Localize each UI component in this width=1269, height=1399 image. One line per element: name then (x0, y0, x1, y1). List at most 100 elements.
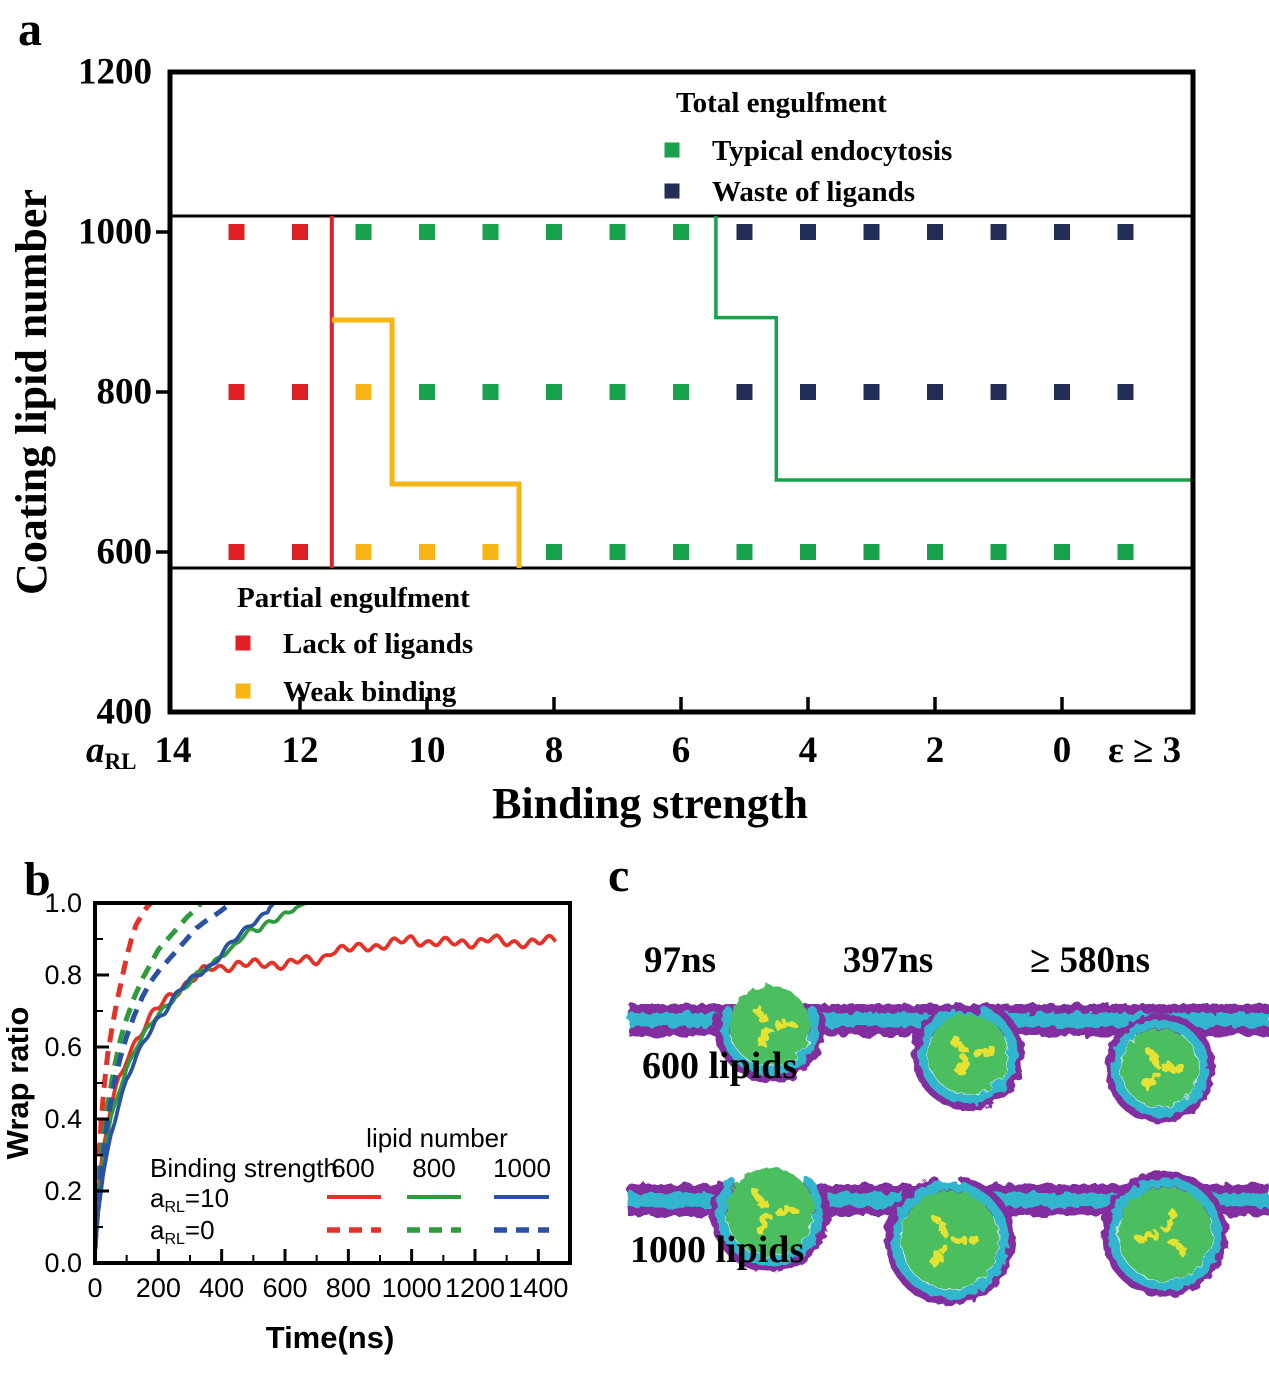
y-tick-label: 400 (97, 692, 153, 733)
ligand-speckle (938, 1245, 949, 1253)
ligand-speckle (960, 1235, 969, 1246)
time-label: 397ns (843, 940, 933, 981)
ligand-speckle (956, 1040, 965, 1052)
legend-total-engulfment-swatch (664, 183, 680, 199)
ligand-speckle (753, 1003, 761, 1015)
phase-point-weak (355, 384, 372, 400)
ligand-speckle (1143, 1232, 1154, 1242)
phase-point-waste (1117, 384, 1134, 400)
ligand-speckle (1165, 1217, 1174, 1228)
x-tick-label: 200 (136, 1273, 181, 1303)
ligand-speckle (751, 1187, 760, 1199)
phase-point-typical (1117, 544, 1134, 560)
legend-column-label: 600 (331, 1153, 374, 1183)
ligand-speckle (1168, 1209, 1177, 1220)
phase-point-lack (292, 544, 308, 560)
ligand-speckle (1167, 1063, 1176, 1074)
phase-point-waste (1054, 384, 1070, 400)
y-tick-label: 1000 (78, 212, 152, 253)
phase-point-typical (990, 544, 1007, 560)
ligand-speckle (954, 1067, 966, 1076)
nanoparticle-body (726, 1168, 814, 1256)
nanoparticle-body (928, 1014, 1008, 1094)
phase-point-waste (736, 224, 753, 240)
phase-point-lack (228, 384, 245, 400)
wrap-outer-coat (1102, 1171, 1228, 1297)
ligand-speckle (930, 1255, 938, 1267)
legend-partial-engulfment-swatch (235, 683, 251, 699)
x-tick-label: 4 (799, 730, 818, 771)
x-tick-label: 1400 (508, 1273, 568, 1303)
wrap-outer-coat (1105, 1013, 1215, 1123)
legend-total-engulfment-item-label: Typical endocytosis (712, 135, 952, 167)
phase-point-typical (800, 544, 816, 560)
series-arl-0-800 (95, 903, 203, 1249)
phase-point-lack (292, 224, 308, 240)
legend-row-title: Binding strength (150, 1153, 338, 1183)
y-tick-label: 0.2 (44, 1176, 82, 1206)
ligand-speckle (758, 1015, 770, 1023)
series-arl-10-600 (95, 933, 558, 1253)
phase-point-weak (482, 544, 499, 560)
x-tick-label: 0 (1053, 730, 1072, 771)
ligand-speckle (775, 1205, 783, 1217)
legend-total-engulfment-item-label: Waste of ligands (712, 176, 915, 208)
x-tick-label: 800 (326, 1273, 371, 1303)
ligand-speckle (789, 1206, 800, 1215)
ligand-speckle (1144, 1048, 1156, 1056)
y-tick-label: 0.8 (44, 960, 82, 990)
ligand-speckle (951, 1236, 963, 1244)
ligand-speckle (988, 1045, 996, 1057)
ligand-speckle (1167, 1237, 1179, 1246)
y-tick-label: 800 (97, 372, 153, 413)
legend-total-engulfment-title: Total engulfment (676, 87, 887, 119)
nanoparticle-body (901, 1191, 999, 1289)
ligand-speckle (756, 1223, 765, 1234)
phase-point-waste (1117, 224, 1134, 240)
phase-point-typical (673, 384, 689, 400)
weak-boundary-line (331, 317, 522, 568)
y-tick-label: 0.4 (44, 1104, 82, 1134)
phase-point-typical (419, 384, 435, 400)
legend-total-engulfment-swatch (664, 142, 680, 158)
y-tick-label: 0.6 (44, 1032, 82, 1062)
phase-point-typical (609, 224, 626, 240)
phase-point-weak (355, 544, 372, 560)
series-arl-0-600 (95, 903, 154, 1249)
phase-point-typical (546, 384, 562, 400)
legend-column-label: 1000 (493, 1153, 551, 1183)
legend-row-label: aRL=10 (150, 1183, 229, 1216)
x-tick-label: 6 (672, 730, 691, 771)
ligand-speckle (760, 1030, 769, 1041)
time-label: ≥ 580ns (1030, 940, 1150, 981)
wrap-inner-coat (1108, 1177, 1222, 1291)
phase-point-waste (990, 384, 1007, 400)
x-axis-title: Binding strength (492, 779, 808, 828)
y-axis-title: Wrap ratio (0, 1007, 35, 1160)
panel-c-letter: c (608, 849, 630, 902)
x-tick-label: 600 (262, 1273, 307, 1303)
wrap-outer-coat (885, 1176, 1015, 1306)
ligand-speckle (957, 1060, 968, 1070)
ligand-speckle (786, 1021, 798, 1029)
lipid-count-label: 1000 lipids (630, 1229, 804, 1271)
ligand-speckle (972, 1048, 984, 1057)
series-arl-10-1000 (95, 903, 276, 1253)
phase-point-waste (863, 224, 880, 240)
y-tick-label: 1.0 (44, 888, 82, 918)
lipid-count-label: 600 lipids (642, 1045, 797, 1087)
x-tick-label: 2 (926, 730, 945, 771)
ligand-speckle (937, 1222, 947, 1232)
phase-point-waste (927, 224, 943, 240)
ligand-speckle (1180, 1246, 1188, 1258)
x-tick-label: 0 (87, 1273, 102, 1303)
phase-point-typical (609, 384, 626, 400)
phase-point-waste (863, 384, 880, 400)
phase-point-typical (609, 544, 626, 560)
wrap-outer-coat (714, 1013, 826, 1082)
x-tick-label: 8 (545, 730, 564, 771)
wrap-inner-coat (720, 1006, 820, 1076)
y-tick-label: 0.0 (44, 1248, 82, 1278)
phase-point-waste (990, 224, 1007, 240)
